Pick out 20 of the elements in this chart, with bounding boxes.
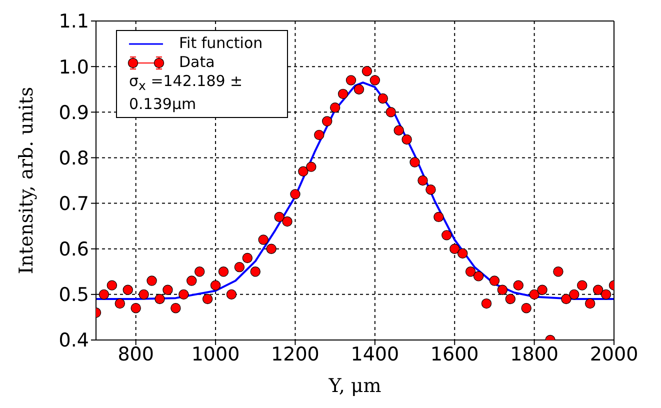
y-tick-label: 1.0	[58, 56, 89, 78]
x-tick-label: 1600	[430, 343, 479, 366]
annotation: σ$_{x}$ =142.189 ± 0.139μm	[128, 72, 244, 114]
legend-label: Data	[179, 53, 215, 72]
legend-label: Fit function	[179, 34, 263, 53]
y-tick-label: 0.4	[58, 330, 89, 352]
y-tick-label: 0.8	[58, 147, 89, 170]
y-tick-label: 0.5	[58, 284, 89, 306]
y-axis-title: Intensity, arb. units	[16, 86, 38, 274]
y-tick-label: 0.6	[58, 238, 89, 261]
x-tick-label: 1000	[191, 343, 240, 366]
x-axis-title: Y, μm	[328, 375, 382, 397]
x-tick-label: 2000	[590, 343, 638, 366]
y-tick-label: 0.9	[58, 102, 89, 124]
x-tick-label: 1800	[510, 343, 558, 366]
x-tick-label: 1400	[350, 343, 400, 366]
x-tick-label: 1200	[271, 343, 320, 366]
x-tick-label: 800	[118, 343, 154, 366]
y-tick-label: 0.7	[58, 193, 89, 216]
y-tick-label: 1.1	[58, 10, 89, 33]
